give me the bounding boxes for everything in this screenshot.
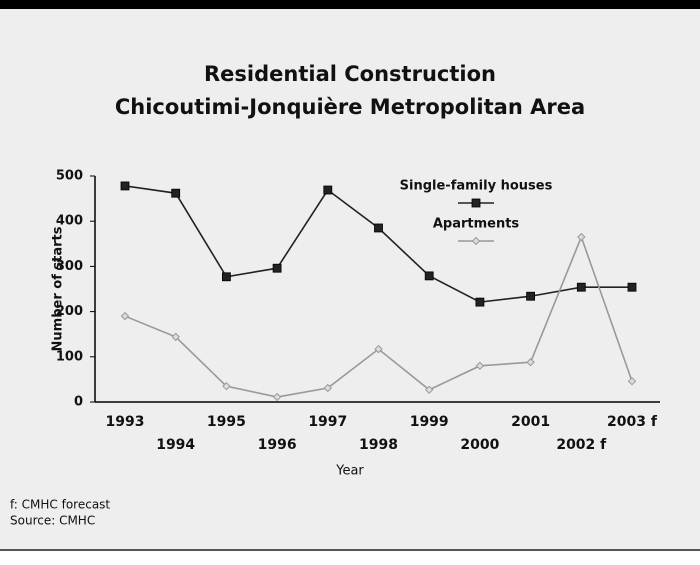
x-tick-label: 2003 f [607,414,658,430]
y-tick-label: 200 [56,304,83,319]
chart-title: Chicoutimi-Jonquière Metropolitan Area [115,95,585,119]
legend-label: Single-family houses [400,179,553,194]
x-tick-label: 2002 f [556,437,607,453]
data-point [576,282,586,292]
x-axis-label: Year [335,464,364,479]
data-point [424,271,434,281]
data-point [424,385,434,395]
data-point [222,381,231,391]
legend-marker [471,198,481,208]
y-tick-label: 300 [56,259,83,274]
data-point [627,282,637,292]
x-tick-label: 1996 [258,437,297,453]
data-point [475,297,485,307]
y-axis-label: Number of starts [51,226,66,351]
y-tick-label: 400 [56,214,83,229]
x-tick-label: 1997 [308,414,347,430]
chart-title: Residential Construction [204,62,496,86]
y-tick-label: 500 [56,169,83,184]
data-point [577,232,586,242]
panel [0,9,700,550]
x-tick-label: 1993 [106,414,145,430]
data-point [120,311,130,321]
data-point [272,263,282,273]
x-tick-label: 2000 [460,437,499,453]
x-tick-label: 2001 [511,414,550,430]
data-point [221,272,231,282]
y-tick-label: 100 [56,349,83,364]
data-point [627,377,637,386]
data-point [323,383,333,393]
x-tick-label: 1999 [410,414,449,430]
data-point [323,185,333,195]
x-tick-label: 1998 [359,437,398,453]
data-point [374,223,383,233]
top-bar [0,0,700,9]
x-tick-label: 1995 [207,414,246,430]
data-point [171,332,180,342]
y-tick-label: 0 [74,395,83,410]
data-point [171,188,181,198]
data-point [526,358,535,367]
data-point [475,361,485,371]
legend-marker [471,236,481,246]
footnote: Source: CMHC [10,514,95,528]
bottom-rule [0,549,700,551]
footnote: f: CMHC forecast [10,498,110,512]
data-point [120,181,130,191]
data-point [272,392,282,402]
legend-label: Apartments [433,217,520,232]
data-point [374,344,383,354]
data-point [526,291,535,301]
x-tick-label: 1994 [156,437,195,453]
